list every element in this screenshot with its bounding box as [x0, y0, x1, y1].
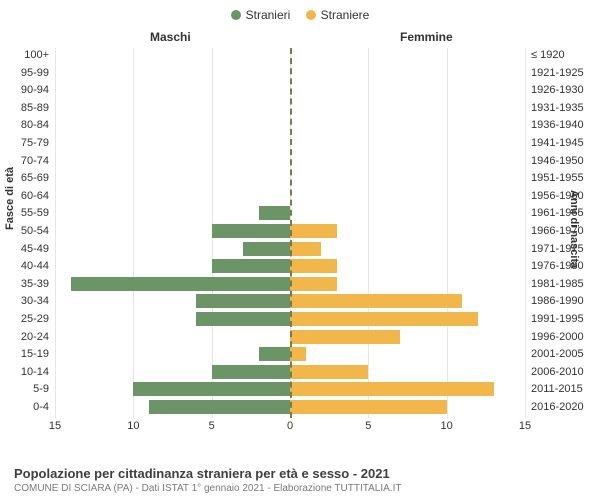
- birth-year-label: 1956-1960: [531, 189, 600, 203]
- age-label: 95-99: [0, 66, 49, 80]
- legend-item-female: Straniere: [306, 8, 370, 22]
- bar-female: [290, 400, 447, 414]
- bar-female: [290, 224, 337, 238]
- age-label: 55-59: [0, 206, 49, 220]
- birth-year-label: 1986-1990: [531, 294, 600, 308]
- bar-female: [290, 242, 321, 256]
- age-label: 35-39: [0, 277, 49, 291]
- age-label: 5-9: [0, 382, 49, 396]
- chart-footer: Popolazione per cittadinanza straniera p…: [14, 466, 586, 494]
- birth-year-label: 1921-1925: [531, 66, 600, 80]
- x-tick: 15: [519, 420, 531, 432]
- bar-male: [133, 382, 290, 396]
- age-label: 60-64: [0, 189, 49, 203]
- age-label: 70-74: [0, 154, 49, 168]
- bar-female: [290, 365, 368, 379]
- legend-swatch-male: [231, 10, 241, 20]
- birth-year-label: 1971-1975: [531, 242, 600, 256]
- age-label: 50-54: [0, 224, 49, 238]
- center-line: [290, 48, 292, 418]
- bar-male: [212, 259, 290, 273]
- legend-item-male: Stranieri: [231, 8, 291, 22]
- age-label: 100+: [0, 48, 49, 62]
- legend-label-male: Stranieri: [246, 8, 291, 22]
- column-header-male: Maschi: [150, 30, 191, 44]
- birth-year-label: 2016-2020: [531, 400, 600, 414]
- x-tick: 15: [49, 420, 61, 432]
- age-label: 85-89: [0, 101, 49, 115]
- birth-year-label: 2001-2005: [531, 347, 600, 361]
- birth-year-label: 1926-1930: [531, 83, 600, 97]
- birth-year-label: 1981-1985: [531, 277, 600, 291]
- age-label: 25-29: [0, 312, 49, 326]
- bar-female: [290, 294, 462, 308]
- birth-year-label: 1936-1940: [531, 118, 600, 132]
- x-tick: 0: [287, 420, 293, 432]
- column-header-female: Femmine: [400, 30, 453, 44]
- bar-male: [196, 294, 290, 308]
- plot-area: 100+≤ 192095-991921-192590-941926-193085…: [55, 48, 525, 418]
- birth-year-label: 1976-1980: [531, 259, 600, 273]
- birth-year-label: 2006-2010: [531, 365, 600, 379]
- bar-female: [290, 277, 337, 291]
- bar-female: [290, 347, 306, 361]
- legend-label-female: Straniere: [321, 8, 370, 22]
- birth-year-label: ≤ 1920: [531, 48, 600, 62]
- x-axis-ticks: 15105051015: [55, 420, 525, 436]
- pyramid-chart: 100+≤ 192095-991921-192590-941926-193085…: [55, 48, 525, 438]
- bar-female: [290, 259, 337, 273]
- bar-male: [259, 347, 290, 361]
- age-label: 15-19: [0, 347, 49, 361]
- birth-year-label: 2011-2015: [531, 382, 600, 396]
- x-tick: 5: [209, 420, 215, 432]
- bar-male: [71, 277, 290, 291]
- age-label: 65-69: [0, 171, 49, 185]
- x-tick: 5: [365, 420, 371, 432]
- bar-female: [290, 312, 478, 326]
- footer-subtitle: COMUNE DI SCIARA (PA) - Dati ISTAT 1° ge…: [14, 483, 586, 494]
- legend: Stranieri Straniere: [0, 8, 600, 23]
- age-label: 80-84: [0, 118, 49, 132]
- bar-male: [212, 224, 290, 238]
- age-label: 30-34: [0, 294, 49, 308]
- age-label: 90-94: [0, 83, 49, 97]
- gridline: [525, 48, 526, 418]
- birth-year-label: 1946-1950: [531, 154, 600, 168]
- age-label: 40-44: [0, 259, 49, 273]
- birth-year-label: 1931-1935: [531, 101, 600, 115]
- birth-year-label: 1996-2000: [531, 330, 600, 344]
- bar-male: [243, 242, 290, 256]
- age-label: 0-4: [0, 400, 49, 414]
- age-label: 45-49: [0, 242, 49, 256]
- x-tick: 10: [441, 420, 453, 432]
- legend-swatch-female: [306, 10, 316, 20]
- age-label: 20-24: [0, 330, 49, 344]
- bar-male: [212, 365, 290, 379]
- bar-male: [259, 206, 290, 220]
- birth-year-label: 1941-1945: [531, 136, 600, 150]
- bar-male: [196, 312, 290, 326]
- bar-female: [290, 330, 400, 344]
- age-label: 75-79: [0, 136, 49, 150]
- age-label: 10-14: [0, 365, 49, 379]
- birth-year-label: 1951-1955: [531, 171, 600, 185]
- birth-year-label: 1991-1995: [531, 312, 600, 326]
- bar-female: [290, 382, 494, 396]
- x-tick: 10: [127, 420, 139, 432]
- bar-male: [149, 400, 290, 414]
- birth-year-label: 1961-1965: [531, 206, 600, 220]
- footer-title: Popolazione per cittadinanza straniera p…: [14, 466, 586, 481]
- birth-year-label: 1966-1970: [531, 224, 600, 238]
